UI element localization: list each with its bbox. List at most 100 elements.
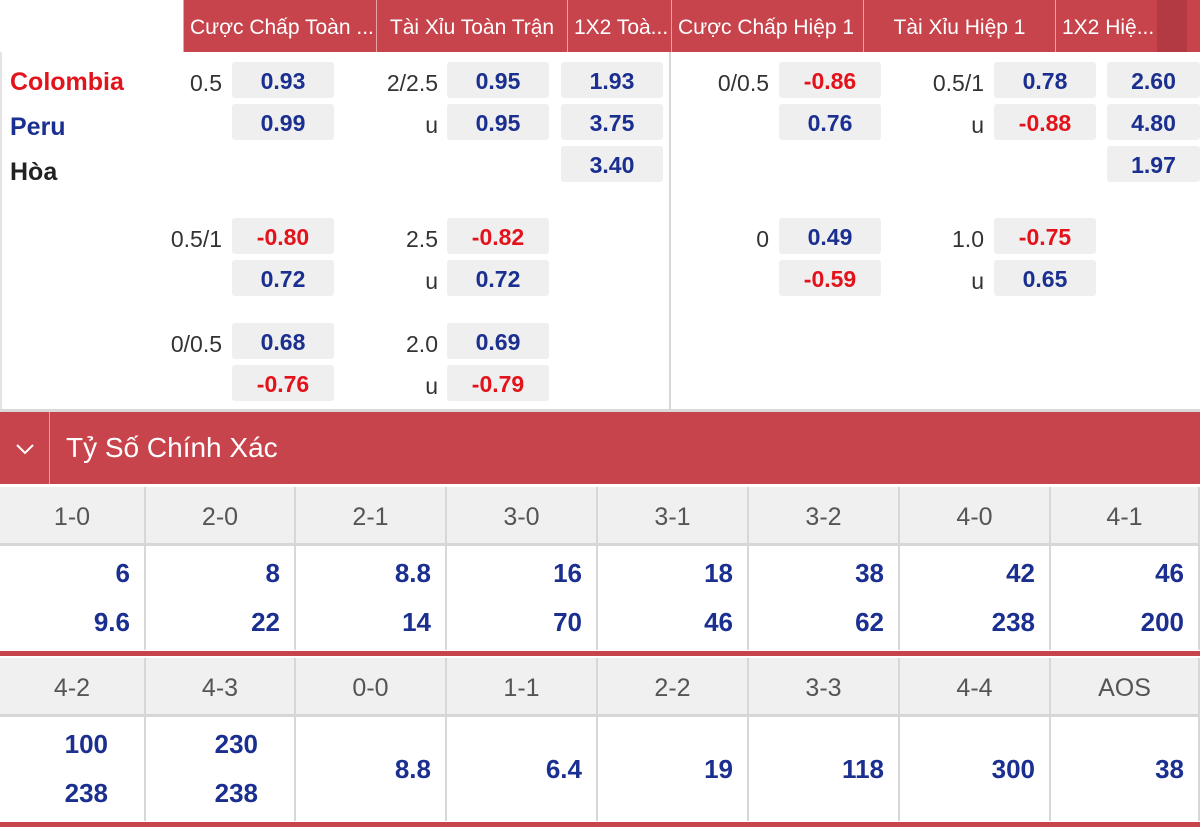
score-odds-cell[interactable]: 230 238 [146,717,296,821]
grid-red-line [0,651,1200,656]
score-odds-bottom[interactable]: 22 [251,607,280,637]
score-odds-cell[interactable]: 100 238 [0,717,146,821]
score-odds-cell[interactable]: 300 [900,717,1051,821]
ah-line-2: 0.5/1 [170,226,222,252]
ou-over-odds[interactable]: 0.95 [447,62,549,98]
col-asian-handicap-h1[interactable]: Cược Chấp Hiệp 1 [671,0,863,52]
ah-home-odds-3[interactable]: 0.68 [232,323,334,359]
score-odds-value[interactable]: 6.4 [545,754,582,784]
ou-over-odds-2[interactable]: -0.82 [447,218,549,254]
score-odds-cell[interactable]: 6.4 [447,717,598,821]
chevron-down-icon[interactable] [0,412,50,484]
h1-ou-over-odds-2[interactable]: -0.75 [994,218,1096,254]
score-odds-row-1: 6 9.6 8 22 8.8 14 16 70 18 46 38 62 42 238 46 200 [0,546,1200,650]
score-odds-value[interactable]: 38 [1155,754,1184,784]
h1-ah-away-odds-2[interactable]: -0.59 [779,260,881,296]
score-label: 4-3 [146,658,296,716]
score-odds-cell[interactable]: 8.8 14 [296,546,447,650]
h1-ou-under-odds-2[interactable]: 0.65 [994,260,1096,296]
x12-home-odds[interactable]: 1.93 [561,62,663,98]
score-odds-value[interactable]: 8.8 [394,754,431,784]
score-odds-cell[interactable]: 16 70 [447,546,598,650]
score-odds-top[interactable]: 16 [553,558,582,588]
grid-line [0,714,1200,717]
ou-under-odds[interactable]: 0.95 [447,104,549,140]
h1-ou-over-odds[interactable]: 0.78 [994,62,1096,98]
x12-away-odds[interactable]: 3.75 [561,104,663,140]
score-odds-bottom[interactable]: 238 [64,778,108,808]
score-odds-cell[interactable]: 8 22 [146,546,296,650]
score-odds-cell[interactable]: 118 [749,717,900,821]
col-asian-handicap-full[interactable]: Cược Chấp Toàn ... [183,0,376,52]
ou-under-odds-2[interactable]: 0.72 [447,260,549,296]
correct-score-section-header[interactable]: Tỷ Số Chính Xác [0,412,1200,484]
h1-ah-home-odds-2[interactable]: 0.49 [779,218,881,254]
h1-ah-line: 0/0.5 [717,70,769,96]
score-label: 2-2 [598,658,749,716]
col-over-under-full[interactable]: Tài Xỉu Toàn Trận [376,0,567,52]
score-odds-top[interactable]: 18 [704,558,733,588]
ou-under-label: u [425,112,438,138]
score-odds-top[interactable]: 46 [1155,558,1184,588]
score-odds-top[interactable]: 38 [855,558,884,588]
score-odds-bottom[interactable]: 238 [991,607,1035,637]
h1-x12-home-odds[interactable]: 2.60 [1107,62,1200,98]
section-separator [0,409,1200,412]
score-odds-bottom[interactable]: 14 [402,607,431,637]
score-odds-top[interactable]: 230 [214,729,258,759]
ou-over-odds-3[interactable]: 0.69 [447,323,549,359]
ah-away-odds[interactable]: 0.99 [232,104,334,140]
h1-ah-home-odds[interactable]: -0.86 [779,62,881,98]
header-band [183,0,1200,52]
score-odds-bottom[interactable]: 9.6 [93,607,130,637]
score-odds-bottom[interactable]: 200 [1140,607,1184,637]
x12-draw-odds[interactable]: 3.40 [561,146,663,182]
col-1x2-h1[interactable]: 1X2 Hiệ... [1055,0,1157,52]
score-odds-cell[interactable]: 38 62 [749,546,900,650]
score-odds-top[interactable]: 8 [265,558,280,588]
header-scroll-stub [1157,0,1187,52]
h1-x12-away-odds[interactable]: 4.80 [1107,104,1200,140]
ah-away-odds-2[interactable]: 0.72 [232,260,334,296]
h1-ou-line: 0.5/1 [932,70,984,96]
score-odds-bottom[interactable]: 238 [214,778,258,808]
score-label: 4-1 [1051,487,1200,545]
score-odds-value[interactable]: 118 [842,754,884,784]
h1-x12-draw-odds[interactable]: 1.97 [1107,146,1200,182]
grid-red-line [0,822,1200,827]
score-odds-row-2: 100 238 230 238 8.8 6.4 19 118 300 38 [0,717,1200,821]
h1-ou-under-label: u [971,112,984,138]
team-away: Peru [10,113,66,141]
score-odds-value[interactable]: 19 [704,754,733,784]
score-odds-cell[interactable]: 38 [1051,717,1200,821]
ou-under-odds-3[interactable]: -0.79 [447,365,549,401]
score-odds-bottom[interactable]: 62 [855,607,884,637]
h1-ah-away-odds[interactable]: 0.76 [779,104,881,140]
score-odds-cell[interactable]: 8.8 [296,717,447,821]
h1-ou-under-label-2: u [971,268,984,294]
score-odds-cell[interactable]: 19 [598,717,749,821]
score-odds-top[interactable]: 8.8 [394,558,431,588]
h1-ah-line-2: 0 [756,226,769,252]
ah-home-odds[interactable]: 0.93 [232,62,334,98]
ou-line-2: 2.5 [406,226,438,252]
col-over-under-h1[interactable]: Tài Xỉu Hiệp 1 [863,0,1055,52]
score-odds-top[interactable]: 42 [1006,558,1035,588]
score-odds-bottom[interactable]: 70 [553,607,582,637]
score-label: 1-0 [0,487,146,545]
score-odds-top[interactable]: 100 [64,729,108,759]
score-odds-bottom[interactable]: 46 [704,607,733,637]
score-odds-cell[interactable]: 18 46 [598,546,749,650]
score-label: 3-0 [447,487,598,545]
score-label: 3-1 [598,487,749,545]
h1-ou-under-odds[interactable]: -0.88 [994,104,1096,140]
col-1x2-full[interactable]: 1X2 Toà... [567,0,671,52]
score-odds-cell[interactable]: 46 200 [1051,546,1200,650]
score-odds-cell[interactable]: 42 238 [900,546,1051,650]
ah-away-odds-3[interactable]: -0.76 [232,365,334,401]
ah-home-odds-2[interactable]: -0.80 [232,218,334,254]
score-odds-cell[interactable]: 6 9.6 [0,546,146,650]
score-odds-value[interactable]: 300 [991,754,1035,784]
score-odds-top[interactable]: 6 [115,558,130,588]
team-home: Colombia [10,68,124,96]
